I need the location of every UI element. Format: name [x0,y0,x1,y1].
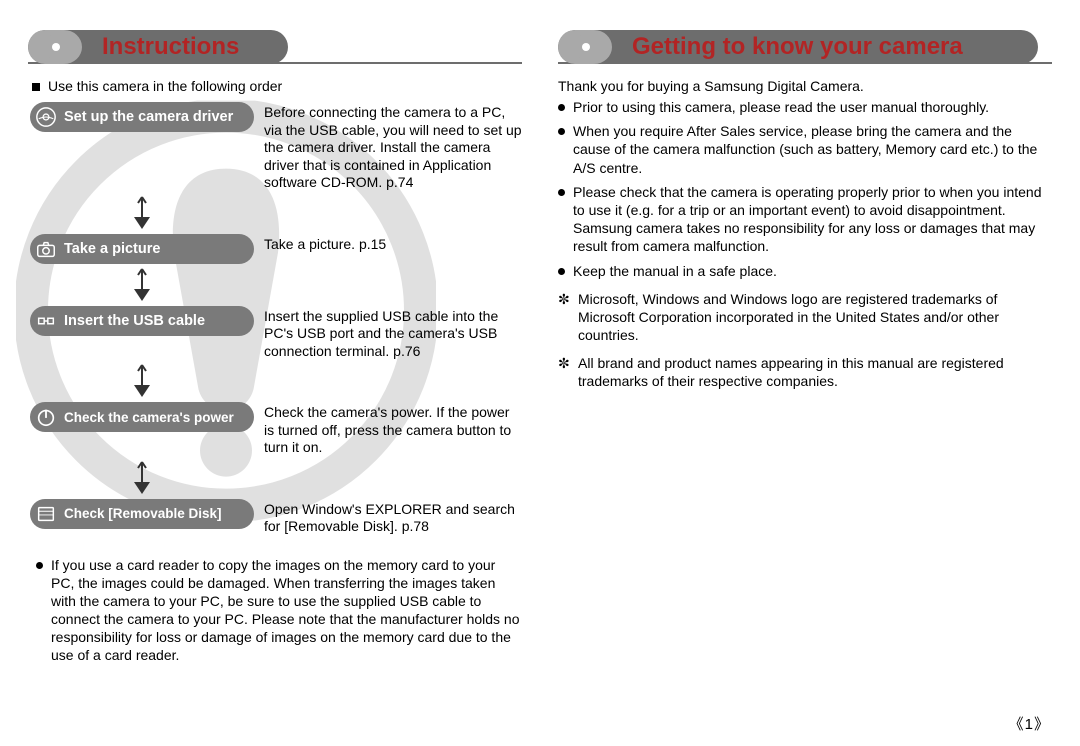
step-pill-picture: Take a picture [30,234,254,264]
trademark-item: ✼ All brand and product names appearing … [558,354,1052,390]
getting-header: Getting to know your camera [558,30,1052,64]
bullet-item: Keep the manual in a safe place. [558,262,1052,280]
down-arrow-icon [30,266,254,306]
bullet-icon [558,268,565,275]
bullet-item: Prior to using this camera, please read … [558,98,1052,116]
trademark-item: ✼ Microsoft, Windows and Windows logo ar… [558,290,1052,345]
step-label: Insert the USB cable [64,313,205,329]
step-pill-driver: Set up the camera driver [30,102,254,132]
bullet-text: Please check that the camera is operatin… [573,183,1052,256]
manual-page: Instructions Use this camera in the foll… [0,0,1080,746]
getting-to-know-column: Getting to know your camera Thank you fo… [540,30,1052,736]
footnote-text: If you use a card reader to copy the ima… [51,556,522,665]
usb-icon [34,309,58,333]
instructions-intro-text: Use this camera in the following order [48,78,282,94]
trademark-text: Microsoft, Windows and Windows logo are … [578,290,1052,345]
down-arrow-icon [30,459,254,499]
bullet-icon [36,562,43,569]
star-icon: ✼ [558,354,572,390]
footnote-block: If you use a card reader to copy the ima… [28,556,522,665]
disk-icon [34,502,58,526]
power-icon [34,405,58,429]
bullet-item: Please check that the camera is operatin… [558,183,1052,256]
bullet-icon [558,189,565,196]
page-number: 《1》 [1009,713,1050,734]
step-label: Set up the camera driver [64,109,233,125]
getting-title: Getting to know your camera [632,33,963,61]
down-arrow-icon [30,362,254,402]
bullet-icon [558,128,565,135]
step-row: Set up the camera driver Before connecti… [30,102,522,192]
step-row: Check the camera's power Check the camer… [30,402,522,457]
step-pill-power: Check the camera's power [30,402,254,432]
step-label: Take a picture [64,241,160,257]
bullet-text: Keep the manual in a safe place. [573,262,1052,280]
step-desc: Insert the supplied USB cable into the P… [254,306,522,361]
camera-icon [34,237,58,261]
bullet-text: When you require After Sales service, pl… [573,122,1052,177]
steps-container: Set up the camera driver Before connecti… [28,102,522,536]
cd-icon [34,105,58,129]
step-desc: Before connecting the camera to a PC, vi… [254,102,522,192]
step-label: Check the camera's power [64,410,234,425]
instructions-intro-row: Use this camera in the following order [32,78,522,94]
step-desc: Open Window's EXPLORER and search for [R… [254,499,522,536]
step-pill-disk: Check [Removable Disk] [30,499,254,529]
step-desc: Check the camera's power. If the power i… [254,402,522,457]
step-label: Check [Removable Disk] [64,506,222,521]
step-row: Take a picture Take a picture. p.15 [30,234,522,264]
step-pill-usb: Insert the USB cable [30,306,254,336]
bullet-icon [558,104,565,111]
step-desc: Take a picture. p.15 [254,234,522,254]
step-row: Check [Removable Disk] Open Window's EXP… [30,499,522,536]
instructions-title: Instructions [102,33,239,61]
square-bullet-icon [32,83,40,91]
down-arrow-icon [30,194,254,234]
instructions-column: Instructions Use this camera in the foll… [28,30,540,736]
bullet-text: Prior to using this camera, please read … [573,98,1052,116]
bullet-item: When you require After Sales service, pl… [558,122,1052,177]
step-row: Insert the USB cable Insert the supplied… [30,306,522,361]
trademark-text: All brand and product names appearing in… [578,354,1052,390]
right-intro-text: Thank you for buying a Samsung Digital C… [558,78,1052,94]
instructions-header: Instructions [28,30,522,64]
star-icon: ✼ [558,290,572,345]
